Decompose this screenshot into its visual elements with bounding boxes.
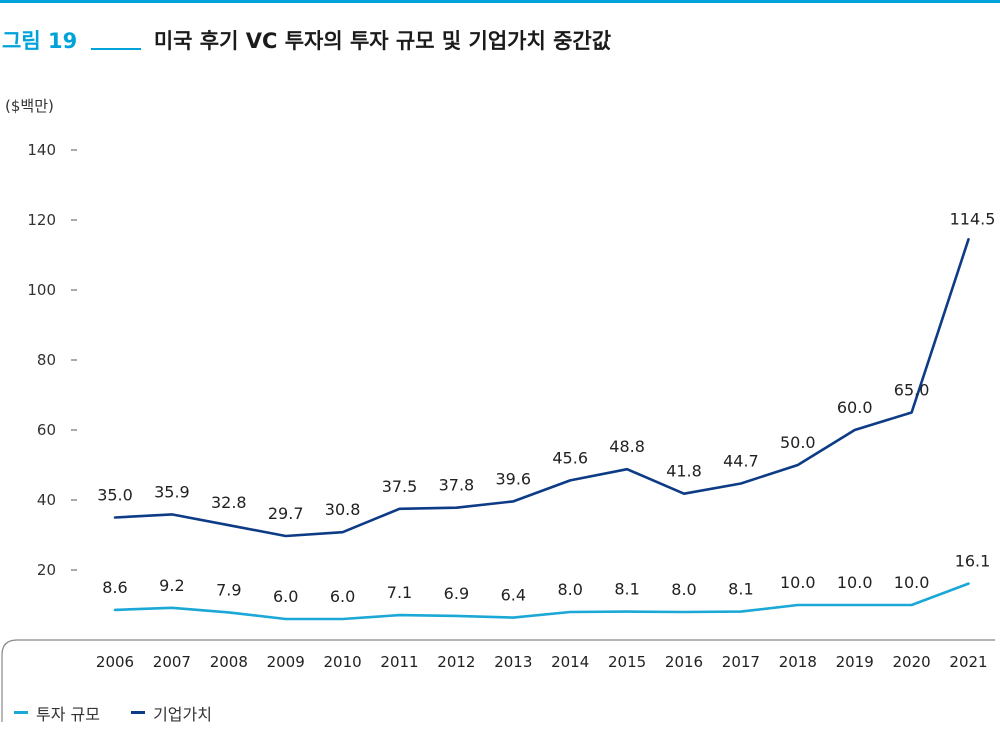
plot-frame — [1, 639, 995, 722]
data-label-valuation-2016: 41.8 — [666, 462, 702, 481]
data-label-valuation-2011: 37.5 — [382, 477, 418, 496]
data-label-investment-2019: 10.0 — [837, 573, 873, 592]
x-tick-label-2019: 2019 — [836, 653, 874, 671]
data-label-valuation-2015: 48.8 — [609, 437, 645, 456]
data-label-investment-2012: 6.9 — [444, 584, 469, 603]
y-tick-label-40: 40 — [37, 491, 56, 509]
figure-number: 그림 19 — [2, 29, 78, 53]
data-label-valuation-2006: 35.0 — [97, 486, 133, 505]
x-tick-label-2006: 2006 — [96, 653, 134, 671]
x-tick-label-2014: 2014 — [551, 653, 589, 671]
x-tick-label-2018: 2018 — [779, 653, 817, 671]
y-tick-label-100: 100 — [27, 281, 56, 299]
data-label-investment-2016: 8.0 — [671, 580, 696, 599]
legend-label-valuation: 기업가치 — [153, 704, 212, 724]
data-label-investment-2018: 10.0 — [780, 573, 816, 592]
data-label-investment-2007: 9.2 — [159, 576, 184, 595]
x-tick-label-2008: 2008 — [210, 653, 248, 671]
data-label-valuation-2021: 114.5 — [950, 209, 996, 228]
x-tick-label-2017: 2017 — [722, 653, 760, 671]
x-tick-label-2009: 2009 — [267, 653, 305, 671]
x-tick-label-2021: 2021 — [949, 653, 987, 671]
data-label-valuation-2008: 32.8 — [211, 493, 247, 512]
top-accent-rule — [0, 0, 1000, 3]
data-label-investment-2009: 6.0 — [273, 587, 298, 606]
x-tick-label-2007: 2007 — [153, 653, 191, 671]
legend-swatch-investment — [14, 711, 28, 714]
y-tick-label-60: 60 — [37, 421, 56, 439]
data-label-valuation-2018: 50.0 — [780, 433, 816, 452]
data-label-investment-2020: 10.0 — [894, 573, 930, 592]
data-label-valuation-2013: 39.6 — [495, 469, 531, 488]
data-label-valuation-2020: 65.0 — [894, 381, 930, 400]
title-underline-blank — [90, 26, 141, 50]
data-label-investment-2011: 7.1 — [387, 583, 412, 602]
data-label-investment-2008: 7.9 — [216, 580, 241, 599]
x-tick-label-2010: 2010 — [324, 653, 362, 671]
series-line-valuation — [113, 238, 970, 538]
legend-label-investment: 투자 규모 — [36, 704, 100, 724]
data-label-investment-2021: 16.1 — [955, 552, 991, 571]
x-tick-label-2016: 2016 — [665, 653, 703, 671]
x-tick-label-2011: 2011 — [380, 653, 418, 671]
data-label-valuation-2010: 30.8 — [325, 500, 361, 519]
chart-legend: 투자 규모 기업가치 — [14, 699, 238, 725]
data-label-valuation-2009: 29.7 — [268, 504, 304, 523]
y-tick-label-20: 20 — [37, 561, 56, 579]
data-label-investment-2010: 6.0 — [330, 587, 355, 606]
data-label-valuation-2007: 35.9 — [154, 482, 190, 501]
y-tick-label-120: 120 — [27, 211, 56, 229]
x-tick-label-2020: 2020 — [893, 653, 931, 671]
data-label-valuation-2014: 45.6 — [552, 448, 588, 467]
chart-title: 그림 19 미국 후기 VC 투자의 투자 규모 및 기업가치 중간값 — [2, 26, 611, 56]
data-label-investment-2015: 8.1 — [614, 580, 639, 599]
legend-swatch-valuation — [131, 711, 146, 714]
data-label-investment-2006: 8.6 — [102, 578, 127, 597]
y-tick-label-140: 140 — [27, 141, 56, 159]
x-tick-label-2015: 2015 — [608, 653, 646, 671]
y-tick-label-80: 80 — [37, 351, 56, 369]
legend-item-valuation: 기업가치 — [131, 701, 212, 725]
y-axis-unit-label: ($백만) — [5, 97, 54, 115]
title-text: 미국 후기 VC 투자의 투자 규모 및 기업가치 중간값 — [153, 29, 612, 53]
data-label-valuation-2012: 37.8 — [439, 476, 475, 495]
data-label-valuation-2017: 44.7 — [723, 452, 759, 471]
x-tick-label-2013: 2013 — [494, 653, 532, 671]
series-line-investment — [113, 582, 970, 621]
data-label-investment-2013: 6.4 — [501, 586, 526, 605]
data-label-investment-2017: 8.1 — [728, 580, 753, 599]
data-label-investment-2014: 8.0 — [557, 580, 582, 599]
data-label-valuation-2019: 60.0 — [837, 398, 873, 417]
x-tick-label-2012: 2012 — [437, 653, 475, 671]
legend-item-investment: 투자 규모 — [14, 701, 100, 725]
